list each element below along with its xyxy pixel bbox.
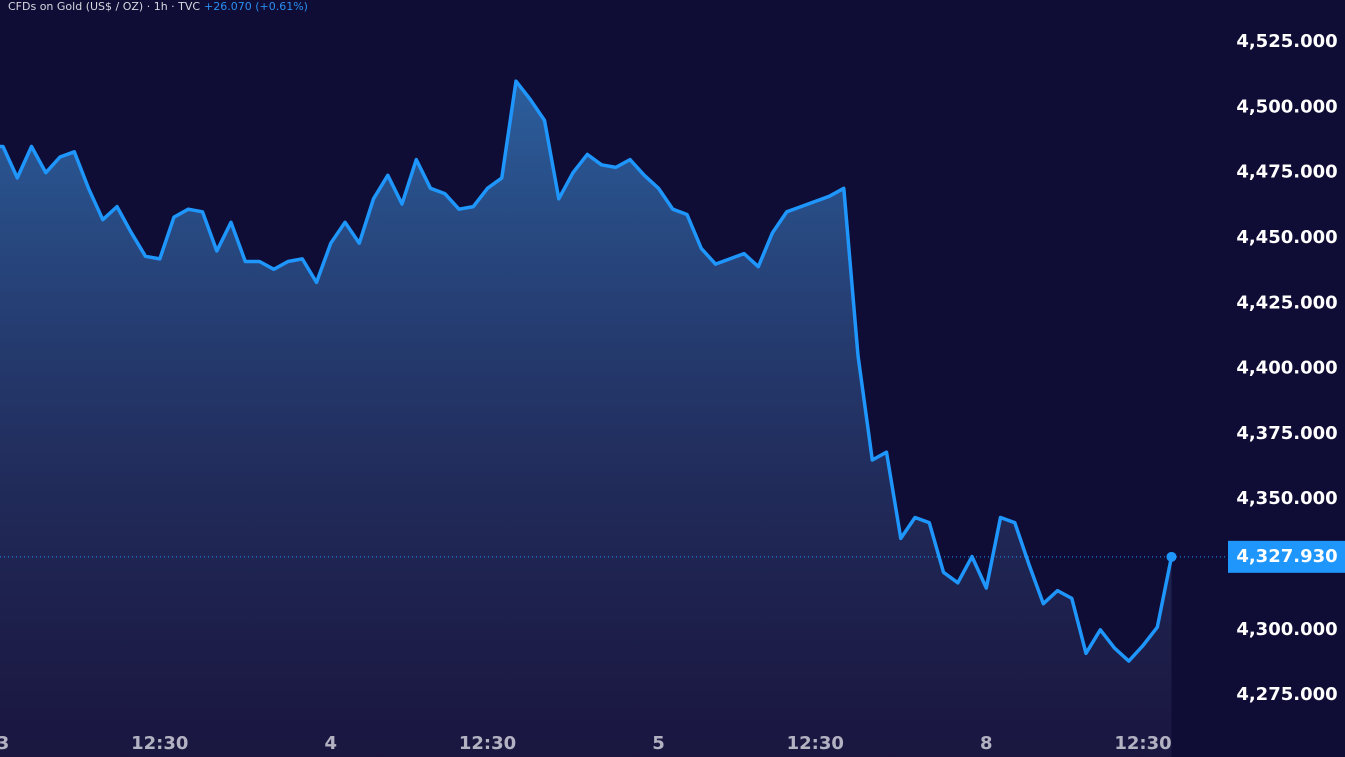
y-tick-label: 4,475.000 [1236,162,1337,183]
y-tick-label: 4,375.000 [1236,423,1337,444]
y-tick-label: 4,525.000 [1236,31,1337,52]
y-tick-label: 4,275.000 [1236,684,1337,705]
price-change: +26.070 (+0.61%) [204,0,308,13]
y-tick-label: 4,450.000 [1236,227,1337,248]
y-tick-label: 4,425.000 [1236,292,1337,313]
area [0,81,1172,757]
y-tick-label: 4,300.000 [1236,619,1337,640]
price-line [0,79,1174,663]
last-point [1166,551,1177,562]
chart-title: CFDs on Gold (US$ / OZ) · 1h · TVC [8,0,200,13]
last-price-badge [1228,540,1345,573]
y-tick-label: 4,350.000 [1236,488,1337,509]
y-tick-label: 4,400.000 [1236,358,1337,379]
y-tick-label: 4,500.000 [1236,96,1337,117]
last-price-label: 4,327.930 [1236,546,1337,567]
